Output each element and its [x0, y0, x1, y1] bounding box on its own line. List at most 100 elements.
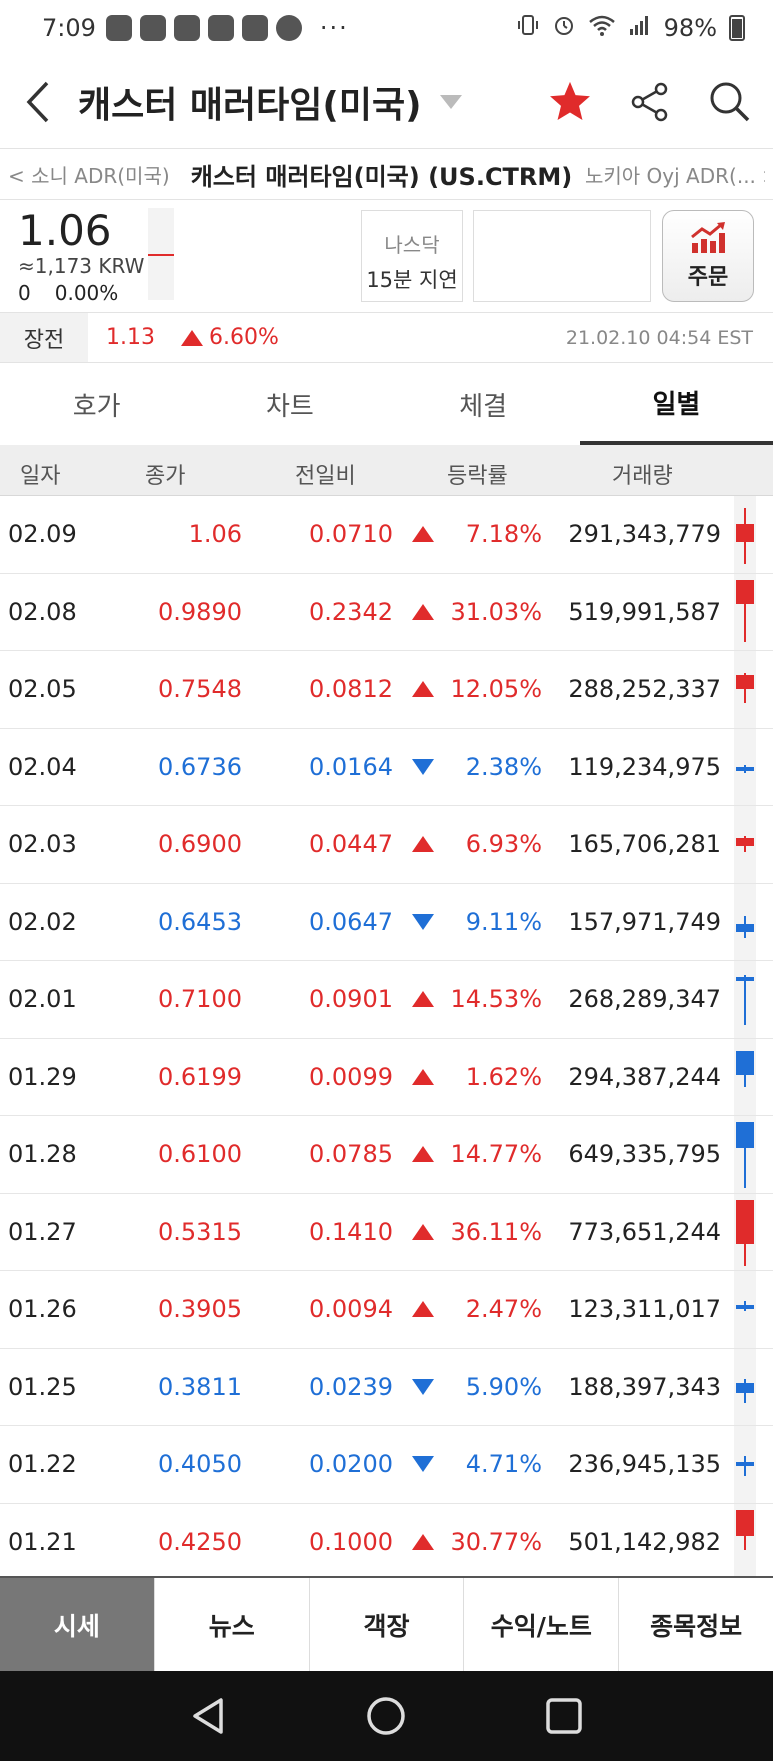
up-triangle-icon	[412, 1533, 434, 1550]
price-krw: ≈1,173 KRW	[18, 254, 145, 278]
row-diff: 0.0099	[309, 1062, 393, 1091]
table-row[interactable]: 01.21 0.4250 0.1000 30.77% 501,142,982	[0, 1503, 773, 1581]
change-rate: 0.00%	[54, 281, 119, 305]
stock-title[interactable]: 캐스터 매러타임(미국)	[78, 85, 422, 126]
candle-wick	[744, 1456, 746, 1476]
header-diff: 전일비	[295, 464, 356, 489]
table-row[interactable]: 02.01 0.7100 0.0901 14.53% 268,289,347	[0, 961, 773, 1039]
row-close: 0.4250	[158, 1527, 242, 1556]
caret-down-icon[interactable]	[439, 95, 462, 109]
row-candle	[734, 961, 756, 1038]
table-row[interactable]: 02.04 0.6736 0.0164 2.38% 119,234,975	[0, 728, 773, 806]
table-row[interactable]: 02.08 0.9890 0.2342 31.03% 519,991,587	[0, 573, 773, 651]
up-triangle-icon	[412, 526, 434, 542]
table-row[interactable]: 02.03 0.6900 0.0447 6.93% 165,706,281	[0, 806, 773, 884]
header-volume: 거래량	[612, 464, 673, 489]
row-volume: 501,142,982	[568, 1527, 721, 1556]
current-stock-name: 캐스터 매러타임(미국) (US.CTRM)	[190, 162, 573, 191]
daily-price-table: 02.09 1.06 0.0710 7.18% 291,343,779 02.08 0.98…	[0, 496, 773, 1581]
tab-orderbook[interactable]: 호가	[72, 391, 121, 422]
tab-daily[interactable]: 일별	[579, 363, 773, 445]
status-bar: 7:09 ··· 98%	[0, 0, 773, 56]
bottom-tab-lounge[interactable]: 객장	[308, 1578, 464, 1671]
system-home-button[interactable]	[361, 1691, 411, 1741]
square-recents-icon	[546, 1698, 582, 1734]
row-candle	[734, 651, 756, 728]
signal-icon	[628, 13, 652, 43]
info-box-empty	[473, 210, 651, 302]
table-row[interactable]: 01.22 0.4050 0.0200 4.71% 236,945,135	[0, 1426, 773, 1504]
walking-notification-icon	[275, 15, 302, 41]
bottom-tab-news[interactable]: 뉴스	[153, 1578, 309, 1671]
prev-stock-link[interactable]: < 소니 ADR(미국)	[8, 163, 170, 188]
up-triangle-icon	[412, 603, 434, 620]
candle-body	[736, 766, 754, 771]
up-triangle-icon	[412, 1146, 434, 1162]
row-close: 0.6453	[158, 907, 242, 936]
tab-trades[interactable]: 체결	[459, 391, 508, 422]
row-candle	[734, 1271, 756, 1348]
row-date: 02.01	[8, 985, 77, 1013]
down-triangle-icon	[412, 1378, 434, 1395]
back-button[interactable]	[18, 72, 58, 132]
up-triangle-icon	[180, 329, 203, 346]
row-rate: 14.77%	[450, 1140, 542, 1168]
table-row[interactable]: 02.05 0.7548 0.0812 12.05% 288,252,337	[0, 651, 773, 729]
bottom-tab-profit-note[interactable]: 수익/노트	[463, 1578, 619, 1671]
row-date: 02.09	[8, 520, 77, 548]
share-button[interactable]	[625, 77, 675, 127]
search-icon	[710, 82, 750, 122]
row-volume: 123,311,017	[568, 1295, 721, 1323]
next-stock-link[interactable]: 노키아 Oyj ADR(... >	[585, 163, 765, 188]
favorite-button[interactable]	[545, 77, 595, 127]
table-row[interactable]: 01.28 0.6100 0.0785 14.77% 649,335,795	[0, 1116, 773, 1194]
candle-body	[736, 838, 754, 846]
search-button[interactable]	[705, 77, 755, 127]
row-date: 01.25	[8, 1372, 77, 1401]
premarket-row: 장전 1.13 6.60% 21.02.10 04:54 EST	[0, 313, 773, 363]
row-diff: 0.0785	[309, 1140, 393, 1168]
row-close: 0.4050	[158, 1450, 242, 1478]
order-button[interactable]: 주문	[662, 210, 754, 302]
candle-body	[736, 1199, 754, 1244]
row-diff: 0.2342	[309, 597, 393, 626]
tab-chart[interactable]: 차트	[265, 391, 314, 422]
row-date: 02.02	[8, 907, 77, 936]
circle-home-icon	[367, 1697, 406, 1735]
system-recents-button[interactable]	[539, 1691, 589, 1741]
row-rate: 36.11%	[450, 1217, 542, 1246]
price-summary: 1.06 ≈1,173 KRW 0 0.00% 나스닥 15분 지연 주문	[0, 200, 773, 313]
row-date: 02.05	[8, 675, 77, 703]
candle-body	[736, 524, 754, 542]
row-candle	[734, 883, 756, 960]
table-row[interactable]: 02.09 1.06 0.0710 7.18% 291,343,779	[0, 496, 773, 574]
wifi-icon	[588, 13, 616, 43]
row-date: 02.04	[8, 752, 77, 781]
row-diff: 0.0239	[309, 1372, 393, 1401]
notification-icons	[105, 15, 302, 41]
battery-percent: 98%	[663, 14, 717, 42]
table-row[interactable]: 01.25 0.3811 0.0239 5.90% 188,397,343	[0, 1348, 773, 1426]
candle-body	[736, 675, 754, 689]
system-back-button[interactable]	[184, 1691, 234, 1741]
app-notification-icon	[105, 15, 132, 41]
row-volume: 294,387,244	[568, 1062, 721, 1091]
row-candle	[734, 1426, 756, 1503]
table-row[interactable]: 01.27 0.5315 0.1410 36.11% 773,651,244	[0, 1193, 773, 1271]
row-close: 0.3905	[158, 1295, 242, 1323]
table-row[interactable]: 02.02 0.6453 0.0647 9.11% 157,971,749	[0, 883, 773, 961]
table-row[interactable]: 01.29 0.6199 0.0099 1.62% 294,387,244	[0, 1038, 773, 1116]
bottom-tab-quote[interactable]: 시세	[0, 1578, 154, 1671]
bottom-tab-stock-info[interactable]: 종목정보	[618, 1578, 773, 1671]
up-triangle-icon	[412, 1223, 434, 1240]
candle-body	[736, 977, 754, 981]
row-candle	[734, 496, 756, 573]
row-rate: 2.38%	[465, 752, 542, 781]
row-candle	[734, 573, 756, 650]
row-rate: 5.90%	[465, 1372, 542, 1401]
order-label: 주문	[687, 265, 729, 290]
row-date: 01.22	[8, 1450, 77, 1478]
b-notification-icon	[173, 15, 200, 41]
row-close: 0.3811	[158, 1372, 242, 1401]
table-row[interactable]: 01.26 0.3905 0.0094 2.47% 123,311,017	[0, 1271, 773, 1349]
